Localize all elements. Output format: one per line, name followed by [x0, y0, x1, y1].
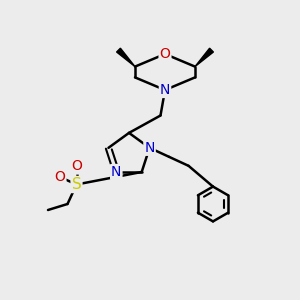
Text: N: N — [144, 141, 155, 155]
Text: O: O — [160, 47, 170, 61]
Text: S: S — [72, 177, 81, 192]
Polygon shape — [117, 48, 135, 67]
Text: N: N — [160, 83, 170, 97]
Text: N: N — [111, 165, 122, 179]
Polygon shape — [195, 48, 213, 67]
Text: O: O — [55, 170, 65, 184]
Text: O: O — [71, 160, 82, 173]
